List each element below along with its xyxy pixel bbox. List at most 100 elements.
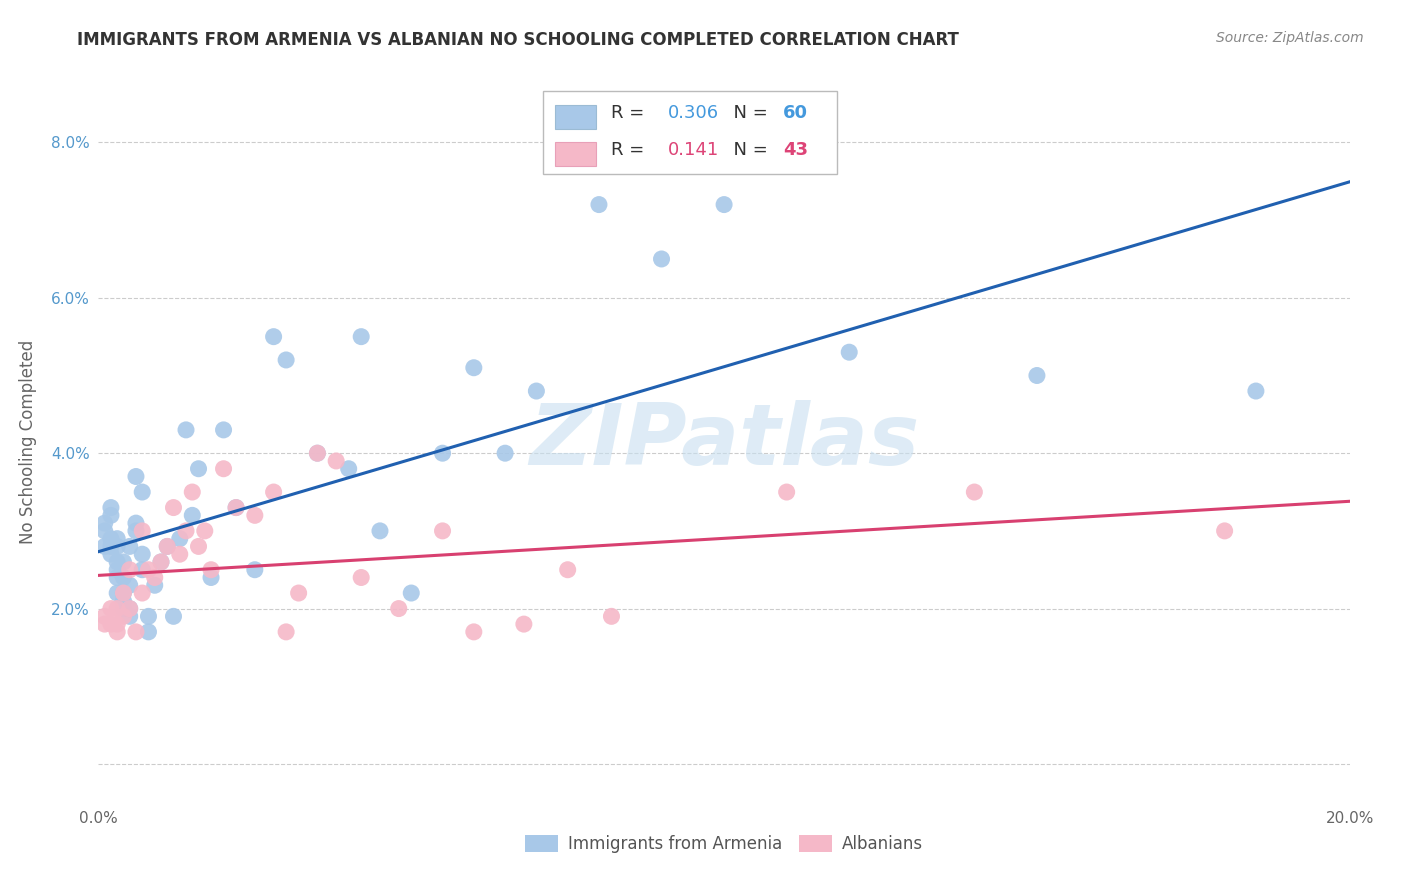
Bar xyxy=(555,105,596,128)
Point xyxy=(337,461,360,475)
Point xyxy=(118,609,141,624)
Point xyxy=(93,524,115,538)
Text: R =: R = xyxy=(612,141,657,160)
Point xyxy=(350,570,373,584)
Point xyxy=(125,624,148,639)
Point xyxy=(131,485,153,500)
Point xyxy=(131,586,153,600)
Point xyxy=(118,578,141,592)
Point xyxy=(131,547,153,561)
Point xyxy=(93,540,115,554)
Point xyxy=(557,563,579,577)
Point xyxy=(1026,368,1049,383)
Point xyxy=(105,540,128,554)
Point xyxy=(162,500,184,515)
Point xyxy=(131,563,153,577)
Point xyxy=(307,446,329,460)
Point xyxy=(432,524,454,538)
Point xyxy=(143,578,166,592)
Text: 0.141: 0.141 xyxy=(668,141,718,160)
Point xyxy=(287,586,309,600)
Point xyxy=(513,617,536,632)
Point xyxy=(93,617,115,632)
Point xyxy=(118,601,141,615)
Point xyxy=(105,624,128,639)
Point xyxy=(1244,384,1267,398)
Point xyxy=(174,524,197,538)
Text: Source: ZipAtlas.com: Source: ZipAtlas.com xyxy=(1216,31,1364,45)
Point xyxy=(156,540,179,554)
Point xyxy=(143,570,166,584)
Point xyxy=(1213,524,1236,538)
Point xyxy=(650,252,672,266)
Point xyxy=(307,446,329,460)
Point xyxy=(350,329,373,343)
Point xyxy=(274,353,298,368)
Legend: Immigrants from Armenia, Albanians: Immigrants from Armenia, Albanians xyxy=(517,828,931,860)
Point xyxy=(100,500,122,515)
Point xyxy=(138,609,160,624)
Point xyxy=(100,601,122,615)
Point xyxy=(274,624,298,639)
Text: IMMIGRANTS FROM ARMENIA VS ALBANIAN NO SCHOOLING COMPLETED CORRELATION CHART: IMMIGRANTS FROM ARMENIA VS ALBANIAN NO S… xyxy=(77,31,959,49)
Point xyxy=(212,461,235,475)
Point xyxy=(200,563,222,577)
Point xyxy=(463,624,485,639)
Y-axis label: No Schooling Completed: No Schooling Completed xyxy=(20,340,38,543)
Point xyxy=(100,532,122,546)
Text: ZIPatlas: ZIPatlas xyxy=(529,400,920,483)
Point xyxy=(118,540,141,554)
Point xyxy=(588,197,610,211)
Point xyxy=(105,555,128,569)
Point xyxy=(776,485,799,500)
Point xyxy=(112,570,135,584)
Point xyxy=(162,609,184,624)
Point xyxy=(150,555,173,569)
Point xyxy=(243,508,266,523)
Point xyxy=(93,609,115,624)
Point xyxy=(243,563,266,577)
Text: N =: N = xyxy=(721,141,773,160)
Point xyxy=(181,485,204,500)
Point xyxy=(600,609,623,624)
Point xyxy=(105,563,128,577)
Point xyxy=(138,563,160,577)
Point xyxy=(112,594,135,608)
Point xyxy=(118,563,141,577)
FancyBboxPatch shape xyxy=(543,91,837,174)
Point xyxy=(194,524,217,538)
Point xyxy=(100,540,122,554)
Point xyxy=(112,586,135,600)
Point xyxy=(105,617,128,632)
Point xyxy=(526,384,548,398)
Point xyxy=(125,469,148,483)
Point xyxy=(169,547,191,561)
Bar xyxy=(555,143,596,166)
Point xyxy=(131,524,153,538)
Point xyxy=(388,601,411,615)
Point xyxy=(368,524,391,538)
Point xyxy=(200,570,222,584)
Point xyxy=(112,609,135,624)
Point xyxy=(118,601,141,615)
Point xyxy=(713,197,735,211)
Point xyxy=(105,532,128,546)
Point xyxy=(187,540,209,554)
Point xyxy=(112,586,135,600)
Point xyxy=(93,516,115,530)
Point xyxy=(125,524,148,538)
Point xyxy=(325,454,347,468)
Point xyxy=(225,500,247,515)
Point xyxy=(174,423,197,437)
Point xyxy=(169,532,191,546)
Text: 0.306: 0.306 xyxy=(668,103,718,122)
Point xyxy=(401,586,423,600)
Point xyxy=(181,508,204,523)
Point xyxy=(432,446,454,460)
Point xyxy=(838,345,860,359)
Point xyxy=(138,624,160,639)
Point xyxy=(105,570,128,584)
Point xyxy=(100,547,122,561)
Point xyxy=(112,555,135,569)
Point xyxy=(150,555,173,569)
